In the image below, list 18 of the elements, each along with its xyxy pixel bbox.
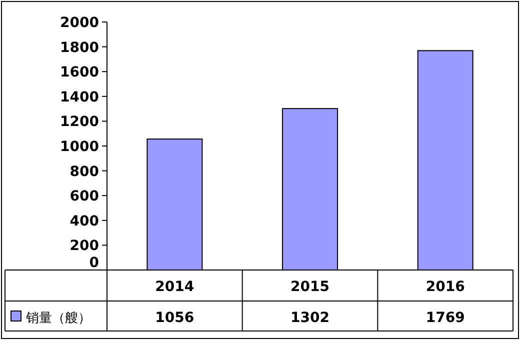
data-label: 1302 bbox=[290, 310, 330, 326]
y-tick-label: 1400 bbox=[60, 89, 100, 106]
y-tick-label: 2000 bbox=[60, 15, 100, 31]
y-tick-label: 200 bbox=[70, 238, 100, 254]
y-tick-label: 1200 bbox=[60, 114, 100, 130]
x-tick-label: 2016 bbox=[426, 279, 465, 295]
y-tick-label: 1600 bbox=[60, 64, 100, 81]
data-label: 1056 bbox=[155, 310, 194, 326]
y-tick-label: 800 bbox=[70, 164, 100, 180]
y-tick-label: 400 bbox=[70, 213, 100, 230]
data-label: 1769 bbox=[426, 310, 465, 326]
legend-label: 销量（艘） bbox=[25, 311, 91, 326]
y-tick-label: 1800 bbox=[60, 40, 100, 56]
y-tick-label: 1000 bbox=[60, 139, 100, 155]
x-tick-label: 2015 bbox=[290, 279, 330, 295]
x-tick-label: 2014 bbox=[155, 279, 194, 295]
y-tick-label: 600 bbox=[70, 188, 100, 205]
y-tick-label: 0 bbox=[89, 255, 100, 271]
